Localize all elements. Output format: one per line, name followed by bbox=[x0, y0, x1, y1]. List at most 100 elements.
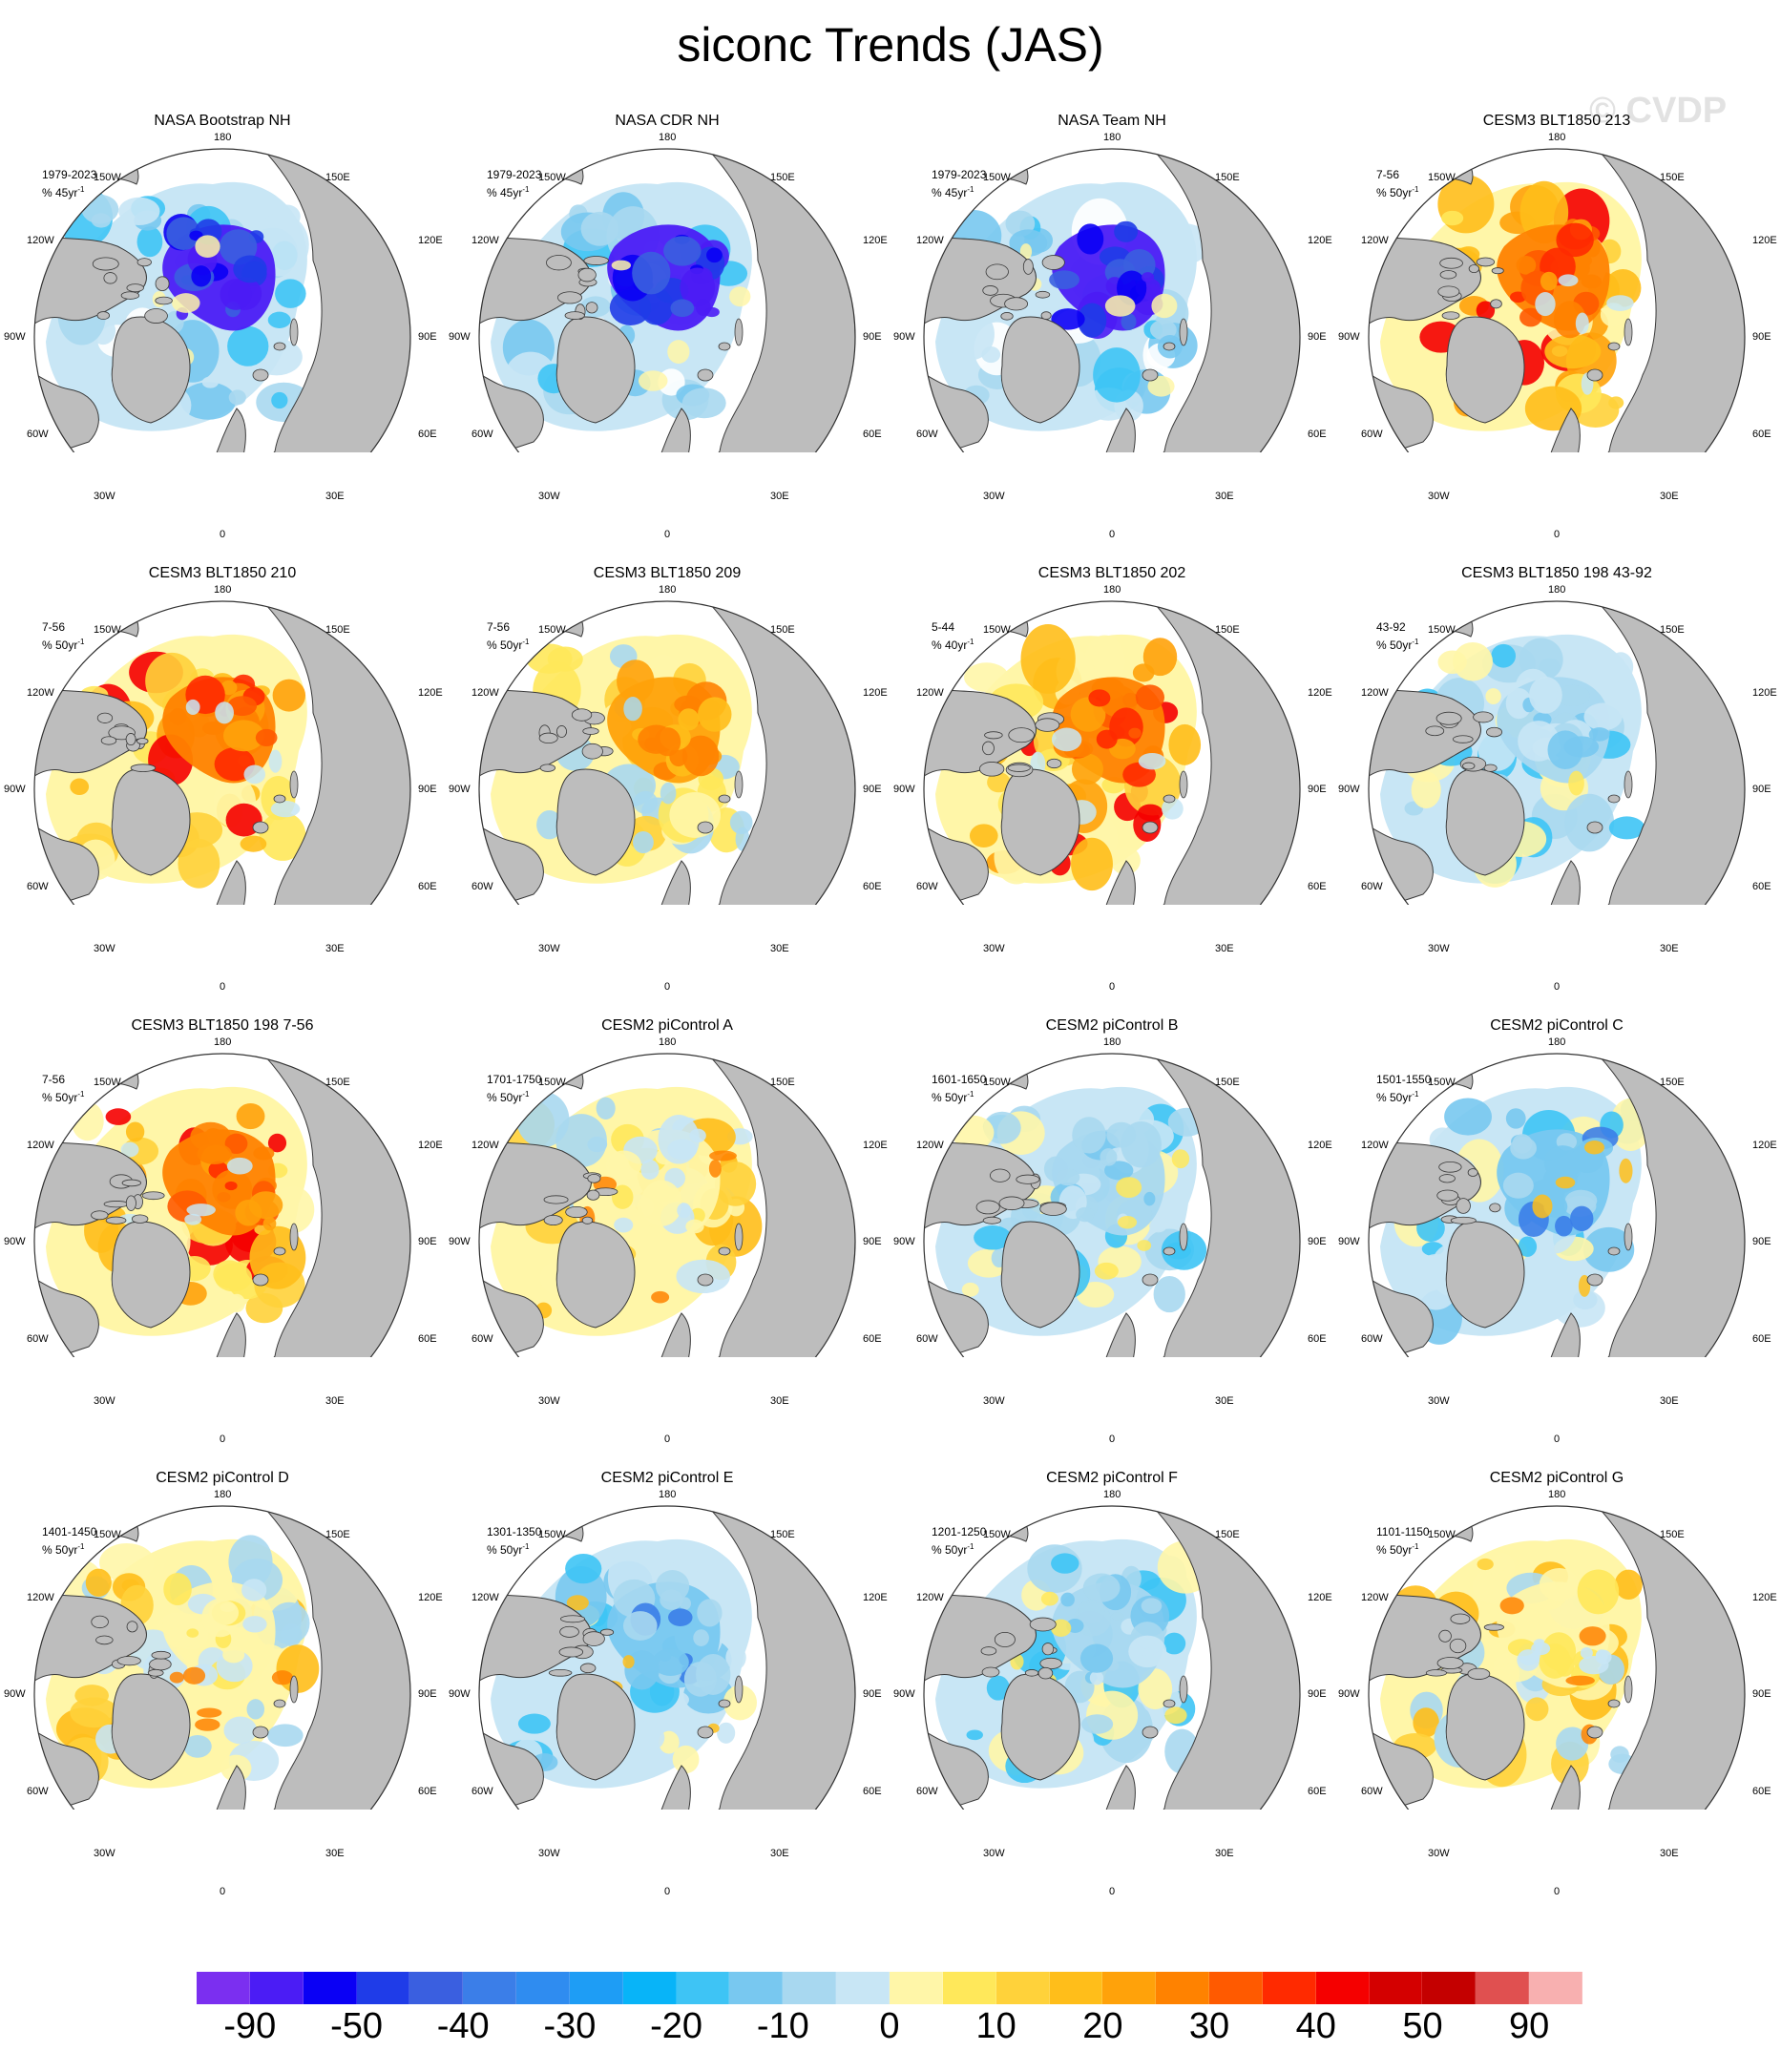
longitude-label: 150W bbox=[94, 1529, 121, 1540]
island bbox=[543, 1214, 563, 1226]
island bbox=[116, 1656, 141, 1666]
ice-trend-cell bbox=[1532, 1194, 1553, 1219]
ice-trend-cell bbox=[1490, 1552, 1516, 1584]
longitude-label: 150W bbox=[538, 172, 566, 183]
ice-trend-cell bbox=[1151, 293, 1178, 319]
ice-trend-cell bbox=[268, 1601, 310, 1644]
longitude-label: 30W bbox=[94, 943, 115, 954]
colorbar-tick-label: 40 bbox=[1295, 2006, 1336, 2046]
ice-trend-cell bbox=[580, 211, 618, 246]
longitude-label: 150W bbox=[538, 1529, 566, 1540]
ice-trend-cell bbox=[1051, 1553, 1079, 1574]
ice-trend-cell bbox=[1453, 642, 1493, 681]
longitude-label: 120W bbox=[471, 235, 499, 246]
island bbox=[120, 291, 140, 300]
colorbar-swatch bbox=[1156, 1972, 1210, 2004]
ice-trend-cell bbox=[1114, 220, 1139, 242]
island bbox=[1456, 1198, 1471, 1214]
units-exponent: -1 bbox=[77, 1090, 85, 1099]
ice-trend-cell bbox=[243, 764, 266, 785]
island bbox=[1016, 1174, 1040, 1184]
ice-trend-cell bbox=[555, 1114, 607, 1167]
island bbox=[982, 741, 995, 756]
panel-units: % 45yr-1 bbox=[42, 182, 84, 200]
longitude-label: 90E bbox=[863, 784, 882, 795]
land-mass bbox=[1532, 1312, 1581, 1357]
island bbox=[718, 342, 731, 351]
ice-trend-cell bbox=[708, 1159, 722, 1178]
island bbox=[1179, 770, 1188, 799]
longitude-label: 30E bbox=[1215, 1848, 1234, 1859]
panel-title: CESM2 piControl D bbox=[156, 1470, 289, 1486]
ice-trend-cell bbox=[253, 1146, 275, 1161]
island bbox=[91, 1210, 109, 1221]
ice-trend-cell bbox=[1077, 303, 1107, 338]
map-panel: CESM2 piControl E 1301-1350% 50yr-1 180 0 15… bbox=[445, 1357, 890, 1897]
longitude-label: 60W bbox=[27, 429, 49, 440]
island bbox=[1039, 1202, 1067, 1216]
panel-units: % 50yr-1 bbox=[1376, 182, 1418, 200]
ice-trend-cell bbox=[1547, 730, 1583, 770]
ice-trend-cell bbox=[1100, 1148, 1118, 1166]
ice-trend-cell bbox=[1009, 229, 1048, 257]
units-base: % 50yr bbox=[42, 1091, 78, 1104]
ice-trend-cell bbox=[663, 236, 702, 266]
island bbox=[95, 1635, 114, 1645]
units-exponent: -1 bbox=[522, 638, 530, 646]
longitude-label: 150E bbox=[770, 624, 795, 636]
ice-trend-cell bbox=[1141, 1598, 1163, 1614]
panel-units: % 50yr-1 bbox=[487, 1087, 529, 1105]
island bbox=[1450, 1613, 1471, 1624]
ice-trend-cell bbox=[1540, 271, 1558, 291]
map-panel: CESM3 BLT1850 202 5-44% 40yr-1 180 0 150W 150… bbox=[890, 452, 1334, 993]
longitude-label: 30W bbox=[94, 491, 115, 502]
island bbox=[1163, 794, 1176, 804]
ice-trend-cell bbox=[227, 696, 258, 717]
panel-period: 7-56 bbox=[42, 620, 66, 634]
land-mass bbox=[642, 408, 691, 452]
longitude-label: 0 bbox=[1109, 1434, 1116, 1445]
longitude-label: 120W bbox=[916, 687, 944, 699]
ice-trend-cell bbox=[632, 251, 671, 295]
ice-trend-cell bbox=[1413, 1707, 1439, 1738]
longitude-label: 60W bbox=[1361, 1333, 1383, 1345]
island bbox=[734, 1223, 744, 1251]
longitude-label: 90E bbox=[1308, 1236, 1327, 1247]
ice-trend-cell bbox=[275, 279, 306, 308]
island bbox=[718, 1246, 731, 1256]
longitude-label: 120W bbox=[1361, 235, 1389, 246]
ice-trend-cell bbox=[964, 662, 1009, 693]
longitude-label: 90E bbox=[418, 1688, 437, 1700]
ice-trend-cell bbox=[1525, 1697, 1549, 1722]
polar-map bbox=[478, 1053, 856, 1357]
island bbox=[91, 1615, 109, 1629]
island bbox=[1022, 259, 1034, 275]
units-base: % 50yr bbox=[1376, 1091, 1413, 1104]
ice-trend-cell bbox=[669, 194, 692, 214]
longitude-label: 150W bbox=[538, 624, 566, 636]
island bbox=[1586, 368, 1603, 382]
panel-period: 1501-1550 bbox=[1376, 1073, 1432, 1086]
units-base: % 45yr bbox=[932, 186, 968, 199]
ice-trend-cell bbox=[536, 809, 563, 840]
ice-trend-cell bbox=[1051, 727, 1082, 752]
ice-trend-cell bbox=[241, 1579, 267, 1601]
longitude-label: 60E bbox=[1752, 1333, 1771, 1345]
land-mass bbox=[1369, 221, 1481, 343]
ice-trend-cell bbox=[201, 376, 220, 388]
units-base: % 50yr bbox=[932, 1543, 968, 1557]
units-base: % 50yr bbox=[42, 638, 78, 652]
ice-trend-cell bbox=[1491, 643, 1517, 668]
longitude-label: 30E bbox=[325, 491, 345, 502]
ice-trend-cell bbox=[723, 1685, 758, 1721]
land-mass bbox=[1445, 768, 1525, 876]
longitude-label: 120W bbox=[916, 235, 944, 246]
longitude-label: 90W bbox=[4, 331, 26, 343]
panel-period: 1601-1650 bbox=[932, 1073, 987, 1086]
longitude-label: 60E bbox=[418, 1333, 437, 1345]
ice-trend-cell bbox=[197, 1707, 222, 1718]
map-panel: CESM3 BLT1850 198 7-56 7-56% 50yr-1 180 0 15… bbox=[0, 905, 445, 1445]
ice-trend-cell bbox=[689, 1128, 706, 1143]
panel-title: CESM2 piControl B bbox=[1045, 1017, 1179, 1034]
colorbar-tick-label: -30 bbox=[543, 2006, 597, 2046]
